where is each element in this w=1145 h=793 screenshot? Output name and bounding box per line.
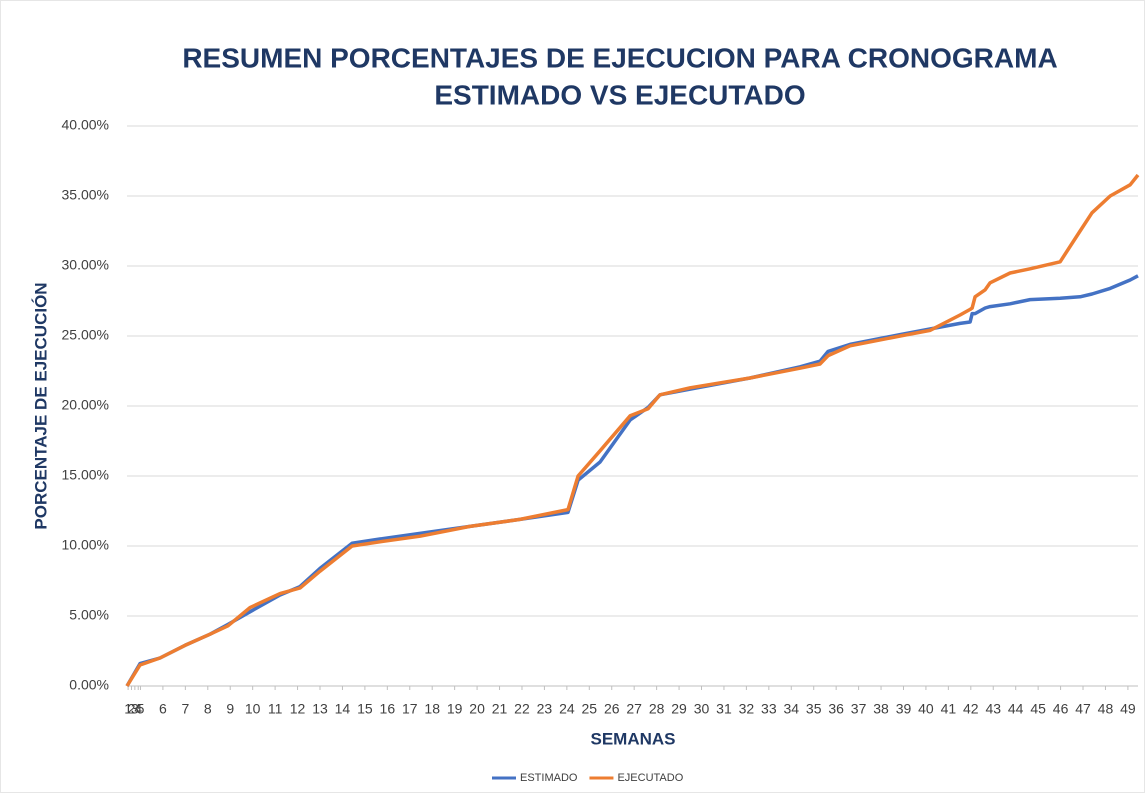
x-tick-label: 26 — [604, 701, 620, 717]
x-tick-label: 37 — [851, 701, 867, 717]
x-tick-label: 48 — [1098, 701, 1114, 717]
chart-title: RESUMEN PORCENTAJES DE EJECUCION PARA CR… — [182, 42, 1057, 73]
legend-label: EJECUTADO — [617, 772, 683, 784]
x-tick-label: 36 — [828, 701, 844, 717]
y-tick-label: 30.00% — [62, 257, 109, 273]
x-tick-label: 13 — [312, 701, 328, 717]
x-tick-label: 42 — [963, 701, 979, 717]
x-tick-label: 15 — [357, 701, 373, 717]
x-tick-label: 17 — [402, 701, 418, 717]
x-tick-label: 29 — [671, 701, 687, 717]
x-tick-label: 24 — [559, 701, 575, 717]
x-tick-label: 41 — [941, 701, 957, 717]
x-axis-label: SEMANAS — [590, 729, 675, 748]
y-tick-label: 5.00% — [69, 607, 109, 623]
x-tick-label: 14 — [335, 701, 351, 717]
y-tick-label: 35.00% — [62, 187, 109, 203]
x-tick-label: 23 — [537, 701, 553, 717]
x-tick-label: 30 — [694, 701, 710, 717]
x-tick-label: 49 — [1120, 701, 1136, 717]
x-tick-label: 43 — [985, 701, 1001, 717]
x-tick-label: 33 — [761, 701, 777, 717]
x-tick-label: 38 — [873, 701, 889, 717]
y-tick-label: 0.00% — [69, 677, 109, 693]
y-tick-label: 25.00% — [62, 327, 109, 343]
y-tick-label: 20.00% — [62, 397, 109, 413]
x-tick-label: 3 — [131, 701, 139, 717]
x-tick-label: 46 — [1053, 701, 1069, 717]
y-tick-label: 40.00% — [62, 117, 109, 133]
x-tick-label: 4 — [134, 701, 142, 717]
x-tick-label: 16 — [380, 701, 396, 717]
x-tick-label: 18 — [424, 701, 440, 717]
x-tick-label: 6 — [159, 701, 167, 717]
x-tick-label: 35 — [806, 701, 822, 717]
x-tick-label: 27 — [626, 701, 642, 717]
x-tick-label: 2 — [128, 701, 136, 717]
x-tick-label: 11 — [268, 701, 283, 717]
x-tick-label: 19 — [447, 701, 463, 717]
x-tick-label: 20 — [469, 701, 485, 717]
x-tick-label: 22 — [514, 701, 530, 717]
x-tick-label: 10 — [245, 701, 261, 717]
x-tick-label: 34 — [783, 701, 799, 717]
x-tick-label: 45 — [1030, 701, 1046, 717]
x-tick-label: 31 — [716, 701, 732, 717]
x-tick-label: 44 — [1008, 701, 1024, 717]
chart-title: ESTIMADO VS EJECUTADO — [434, 79, 805, 110]
x-tick-label: 1 — [124, 701, 132, 717]
x-tick-label: 8 — [204, 701, 212, 717]
x-tick-label: 9 — [226, 701, 234, 717]
x-tick-label: 28 — [649, 701, 665, 717]
x-tick-label: 21 — [492, 701, 508, 717]
x-tick-label: 47 — [1075, 701, 1091, 717]
x-tick-label: 32 — [739, 701, 755, 717]
x-tick-label: 7 — [181, 701, 189, 717]
y-tick-label: 15.00% — [62, 467, 109, 483]
legend-label: ESTIMADO — [520, 772, 578, 784]
x-tick-label: 25 — [582, 701, 598, 717]
x-tick-label: 40 — [918, 701, 934, 717]
x-tick-label: 5 — [137, 701, 145, 717]
series-line — [125, 173, 1140, 687]
x-tick-label: 12 — [290, 701, 306, 717]
y-tick-label: 10.00% — [62, 537, 109, 553]
x-tick-label: 39 — [896, 701, 912, 717]
y-axis-label: PORCENTAJE DE EJECUCIÓN — [31, 282, 50, 529]
